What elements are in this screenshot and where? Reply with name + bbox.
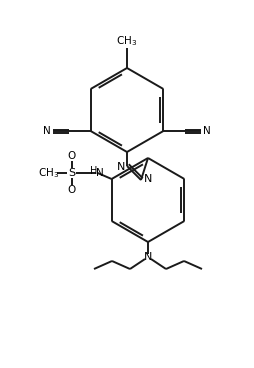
Text: N: N [144, 252, 152, 262]
Text: S: S [68, 168, 75, 178]
Text: O: O [68, 151, 76, 161]
Text: N: N [117, 162, 125, 172]
Text: N: N [43, 126, 51, 136]
Text: N: N [203, 126, 211, 136]
Text: N: N [96, 168, 103, 178]
Text: O: O [68, 185, 76, 195]
Text: H: H [90, 166, 97, 176]
Text: N: N [144, 174, 152, 184]
Text: CH$_3$: CH$_3$ [116, 34, 138, 48]
Text: CH$_3$: CH$_3$ [38, 166, 59, 180]
